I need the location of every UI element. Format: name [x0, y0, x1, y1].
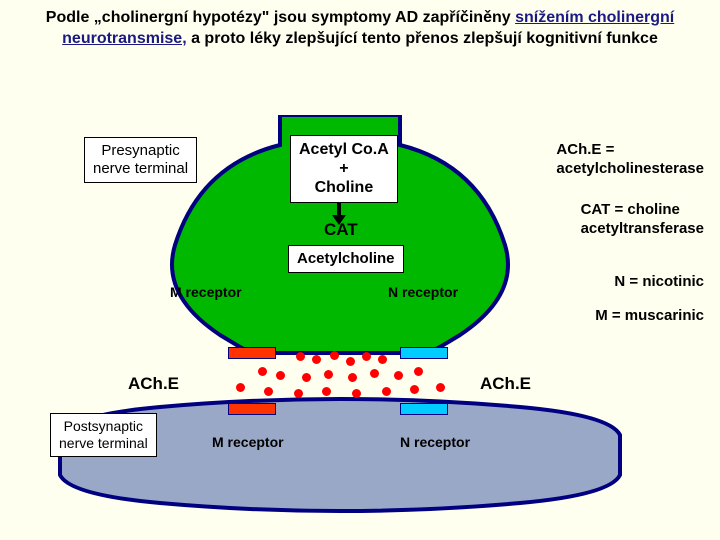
ach-dot [370, 369, 379, 378]
title-text: Podle „cholinergní hypotézy" jsou sympto… [0, 0, 720, 54]
legend-n: N = nicotinic [614, 273, 704, 292]
acetyl-coa-label: Acetyl Co.A + Choline [290, 135, 398, 203]
ach-dot [276, 371, 285, 380]
ache-right-label: ACh.E [480, 373, 531, 395]
n-receptor-bottom-label: N receptor [400, 433, 470, 451]
m-receptor-top [228, 347, 276, 359]
legend-m: M = muscarinic [595, 307, 704, 326]
ach-dot [258, 367, 267, 376]
presynaptic-label: Presynaptic nerve terminal [84, 137, 197, 183]
n-receptor-label: N receptor [388, 283, 458, 301]
ach-dot [294, 389, 303, 398]
title-prefix: Podle „cholinergní hypotézy" jsou sympto… [46, 9, 515, 26]
acetylcholine-label: Acetylcholine [288, 245, 404, 273]
ach-dot [236, 383, 245, 392]
ach-dot [346, 357, 355, 366]
ach-dot [312, 355, 321, 364]
ach-dot [330, 351, 339, 360]
ach-dot [436, 383, 445, 392]
ach-dot [378, 355, 387, 364]
m-receptor-label: M receptor [170, 283, 242, 301]
ach-dot [362, 352, 371, 361]
ach-dot [348, 373, 357, 382]
n-receptor-top [400, 347, 448, 359]
ach-dot [382, 387, 391, 396]
ach-dot [322, 387, 331, 396]
m-receptor-bottom-label: M receptor [212, 433, 284, 451]
title-suffix: a proto léky zlepšující tento přenos zle… [187, 30, 658, 47]
ach-dot [394, 371, 403, 380]
legend-ache: ACh.E = acetylcholinesterase [556, 141, 704, 179]
cat-label: CAT [324, 219, 358, 241]
legend-cat: CAT = choline acetyltransferase [581, 201, 704, 239]
ache-left-label: ACh.E [128, 373, 179, 395]
m-receptor-bottom [228, 403, 276, 415]
ach-dot [264, 387, 273, 396]
synapse-diagram: Presynaptic nerve terminal Acetyl Co.A +… [0, 115, 720, 535]
ach-dot [414, 367, 423, 376]
ach-dot [302, 373, 311, 382]
postsynaptic-label: Postsynaptic nerve terminal [50, 413, 157, 457]
ach-dot [324, 370, 333, 379]
ach-dot [410, 385, 419, 394]
ach-dot [352, 389, 361, 398]
n-receptor-bottom [400, 403, 448, 415]
ach-dot [296, 352, 305, 361]
